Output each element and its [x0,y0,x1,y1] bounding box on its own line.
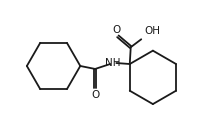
Text: O: O [112,25,120,35]
Text: NH: NH [105,58,121,68]
Text: OH: OH [145,26,160,36]
Text: O: O [91,90,99,100]
